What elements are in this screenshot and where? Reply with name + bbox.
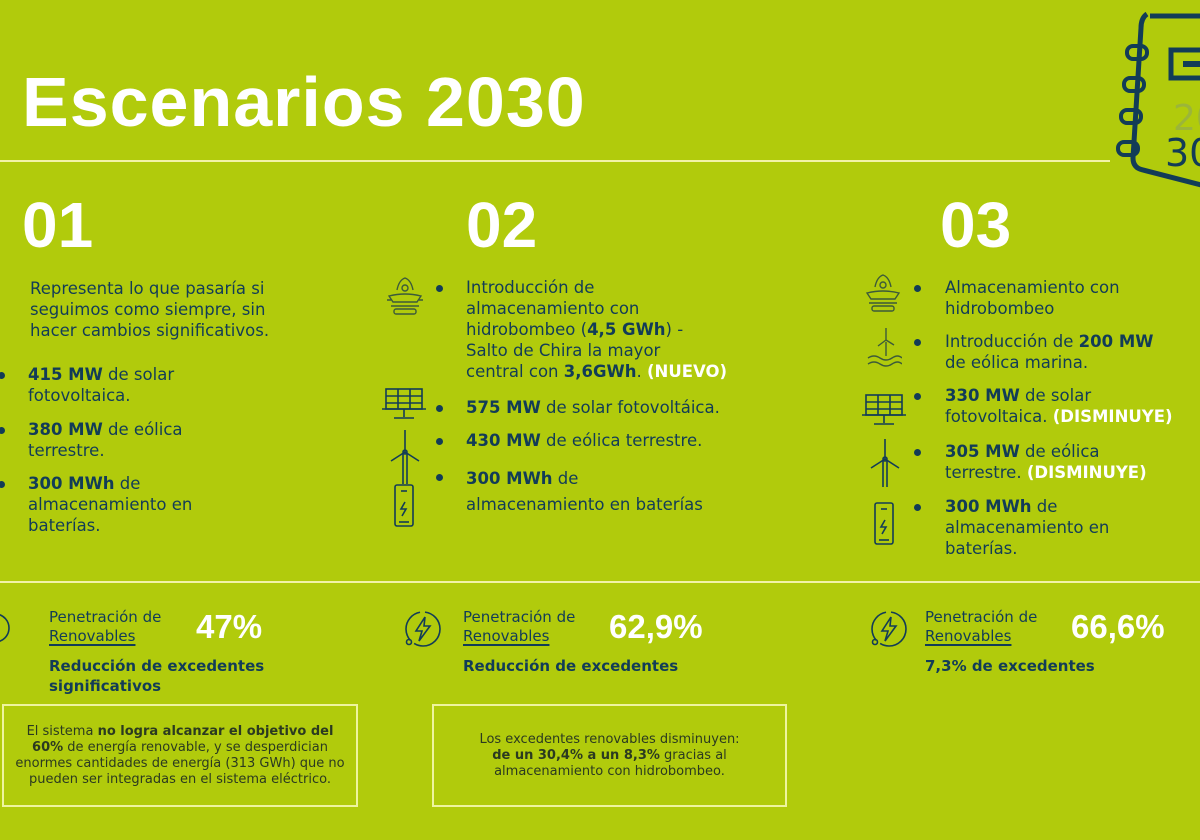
hydro-pumping-icon [385, 276, 425, 318]
scenario-3-penetration-label: Penetración de Renovables [925, 608, 1038, 645]
decrease-tag: (DISMINUYE) [1052, 407, 1173, 426]
page-title: Escenarios 2030 [22, 63, 586, 141]
bullet [914, 449, 921, 456]
new-tag: (NUEVO) [646, 362, 728, 381]
wind-turbine-icon [388, 428, 422, 484]
scenario-1-intro: Representa lo que pasaría si seguimos co… [30, 279, 270, 340]
bullet [914, 285, 921, 292]
scenario-1-number: 01 [22, 189, 94, 261]
bullet [436, 285, 443, 292]
scenario-3-penetration-value: 66,6% [1071, 608, 1165, 645]
decrease-tag: (DISMINUYE) [1026, 463, 1147, 482]
scenario-1-penetration-label: Penetración de Renovables [49, 608, 162, 645]
bullet [914, 339, 921, 346]
scenario-3-number: 03 [940, 189, 1012, 261]
hydro-pumping-icon [863, 273, 903, 315]
solar-panel-icon [862, 393, 906, 429]
scenario-2-note: Los excedentes renovables disminuyen: de… [432, 704, 787, 807]
offshore-wind-icon [866, 326, 902, 370]
bullet [436, 405, 443, 412]
scenario-2-item-battery: 300 MWh de almacenamiento en baterías [466, 469, 703, 514]
scenario-3-item-hydro: Almacenamiento con hidrobombeo [945, 278, 1120, 318]
section-divider [0, 581, 1200, 583]
header-divider [0, 160, 1110, 162]
solar-panel-icon [382, 387, 426, 423]
scenario-2-item-wind: 430 MW de eólica terrestre. [466, 431, 703, 450]
energy-bolt-icon [403, 609, 443, 649]
bullet [0, 481, 5, 488]
scenario-3-subtitle: 7,3% de excedentes [925, 657, 1095, 675]
scenario-2-penetration-value: 62,9% [609, 608, 703, 645]
bullet [436, 438, 443, 445]
scenario-3-item-battery: 300 MWh de almacenamiento en baterías. [945, 497, 1110, 558]
scenario-1-subtitle: Reducción de excedentes significativos [49, 657, 265, 695]
bullet [436, 474, 443, 481]
scenario-1-item-battery: 300 MWh de almacenamiento en baterías. [28, 474, 193, 535]
wind-turbine-icon [868, 437, 902, 487]
energy-bolt-icon [869, 609, 909, 649]
bullet [914, 393, 921, 400]
scenario-2-item-solar: 575 MW de solar fotovoltáica. [466, 398, 720, 417]
battery-icon [873, 500, 895, 546]
scenario-2-number: 02 [466, 189, 538, 261]
scenario-2-penetration-label: Penetración de Renovables [463, 608, 576, 645]
scenario-1-item-solar: 415 MW de solar fotovoltaica. [28, 365, 175, 405]
svg-text:20: 20 [1173, 98, 1200, 139]
svg-text:30: 30 [1165, 131, 1200, 175]
bullet [0, 372, 5, 379]
scenario-2-subtitle: Reducción de excedentes [463, 657, 679, 675]
bullet [914, 504, 921, 511]
scenario-3-item-solar: 330 MW de solar fotovoltaica. (DISMINUYE… [945, 386, 1173, 426]
energy-bolt-icon [0, 611, 12, 645]
scenario-1-item-wind: 380 MW de eólica terrestre. [28, 420, 183, 460]
scenario-2-item-hydro: Introducción de almacenamiento con hidro… [466, 278, 728, 381]
scenario-1-penetration-value: 47% [196, 608, 263, 645]
bullet [0, 427, 5, 434]
scenario-3-item-wind: 305 MW de eólica terrestre. (DISMINUYE) [945, 442, 1147, 482]
scenario-1-note: El sistema no logra alcanzar el objetivo… [2, 704, 358, 807]
notebook-2030-icon: 20 30 [1105, 8, 1200, 198]
battery-icon [393, 482, 415, 528]
scenario-3-item-offshore: Introducción de 200 MW de eólica marina. [945, 332, 1154, 372]
